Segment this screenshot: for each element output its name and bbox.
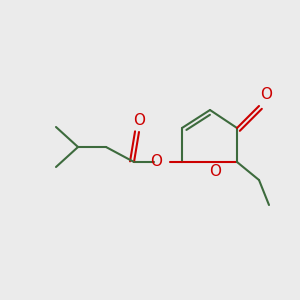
Text: O: O [150,154,162,169]
Text: O: O [133,113,145,128]
Text: O: O [260,87,272,102]
Text: O: O [209,164,221,179]
